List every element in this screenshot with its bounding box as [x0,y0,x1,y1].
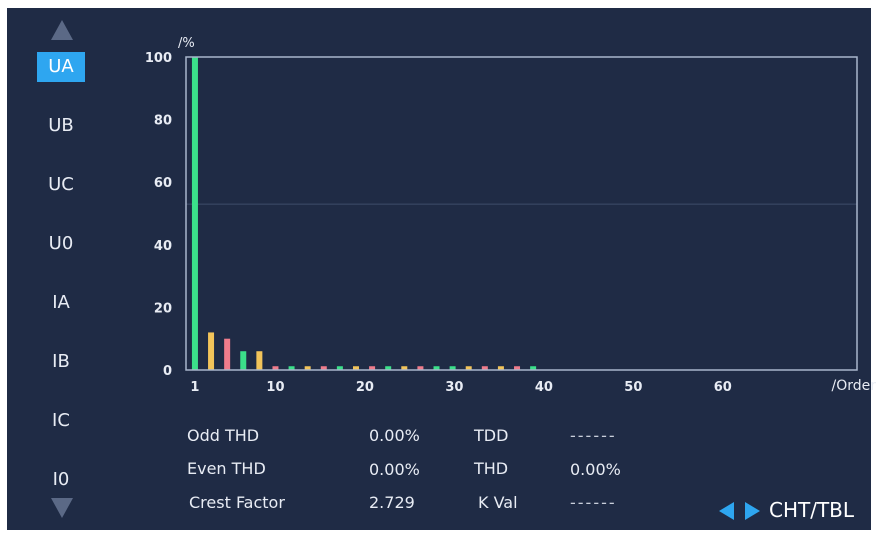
even-thd-value: 0.00% [369,460,420,479]
sidebar-item-i0[interactable]: I0 [52,469,70,490]
sidebar-item-ub[interactable]: UB [48,115,74,136]
sidebar-item-uc[interactable]: UC [48,174,74,195]
harmonic-bar [385,366,392,370]
odd-thd-value: 0.00% [369,426,420,445]
scroll-down-arrow-icon[interactable] [51,498,73,518]
bars-group [191,57,537,370]
thd-label: THD [474,459,509,478]
x-tick-label: 1 [190,380,199,395]
x-axis-label: /Order [831,378,876,394]
harmonic-bar [191,57,198,370]
sidebar-item-u0[interactable]: U0 [48,233,74,254]
sidebar-item-ia[interactable]: IA [52,292,70,313]
k-val-label: K Val [478,493,518,512]
next-arrow-icon[interactable] [745,502,760,520]
display-panel [7,8,871,530]
harmonic-bar [514,366,521,370]
odd-thd-label: Odd THD [187,426,260,445]
chart-table-toggle[interactable]: CHT/TBL [769,498,855,522]
sidebar-item-ib[interactable]: IB [52,351,70,372]
y-tick-label: 80 [154,114,172,129]
y-ticks: 100 80 60 40 20 0 [145,51,172,379]
plot-frame [185,56,858,371]
harmonic-bar [369,366,376,370]
even-thd-label: Even THD [187,459,266,478]
harmonic-bar [304,366,311,370]
harmonic-bar [208,332,215,370]
harmonic-bar [481,366,488,370]
y-tick-label: 0 [163,364,172,379]
x-tick-label: 50 [624,380,642,395]
harmonic-bar [530,366,537,370]
harmonic-bar [497,366,504,370]
sidebar-item-ua[interactable]: UA [37,52,85,82]
y-tick-label: 20 [154,301,172,316]
harmonic-bar [288,366,295,370]
harmonic-bar [449,366,456,370]
x-tick-label: 10 [266,380,284,395]
y-axis-label: /% [178,36,195,51]
x-tick-label: 60 [714,380,732,395]
x-ticks: 1 10 20 30 40 50 60 [190,380,731,395]
crest-factor-label: Crest Factor [189,493,285,512]
crest-factor-value: 2.729 [369,493,415,512]
harmonic-bar [240,351,247,370]
harmonic-bar [336,366,343,370]
harmonic-bar [433,366,440,370]
x-tick-label: 40 [535,380,553,395]
scroll-up-arrow-icon[interactable] [51,20,73,40]
y-tick-label: 60 [154,176,172,191]
harmonic-bar [320,366,327,370]
tdd-label: TDD [474,426,509,445]
harmonic-bar [417,366,424,370]
harmonic-bar [272,366,279,370]
sidebar-item-ic[interactable]: IC [52,410,70,431]
x-tick-label: 30 [445,380,463,395]
y-tick-label: 100 [145,51,172,66]
harmonic-bar [224,338,231,370]
y-tick-label: 40 [154,239,172,254]
tdd-value: ------ [570,426,617,445]
harmonic-bar [465,366,472,370]
prev-arrow-icon[interactable] [719,502,734,520]
harmonic-bar [352,366,359,370]
harmonic-bar [401,366,408,370]
harmonic-bar [256,351,263,370]
thd-value: 0.00% [570,460,621,479]
k-val-value: ------ [570,493,617,512]
x-tick-label: 20 [356,380,374,395]
